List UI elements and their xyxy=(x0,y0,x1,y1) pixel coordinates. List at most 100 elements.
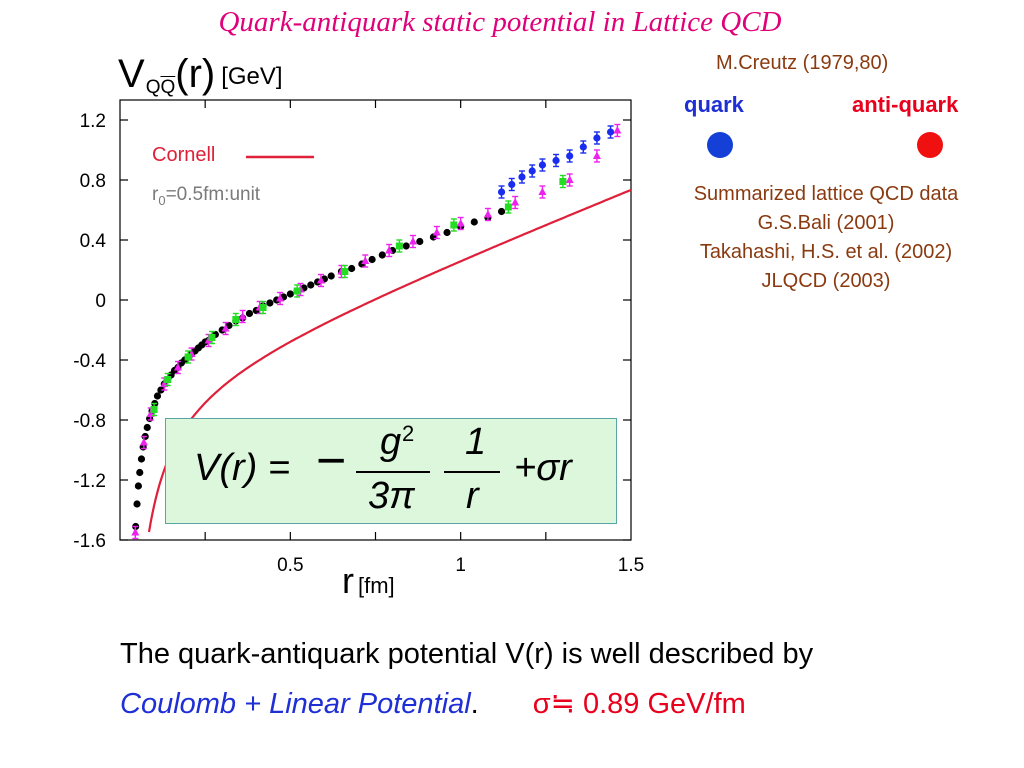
legend-r0-note: r0=0.5fm:unit xyxy=(152,184,260,208)
data-point xyxy=(368,255,376,264)
data-point xyxy=(316,276,325,284)
sigma-value: σ≒ 0.89 GeV/fm xyxy=(532,688,746,720)
data-point xyxy=(483,210,492,218)
x-tick-label: 1 xyxy=(455,555,466,576)
data-point xyxy=(528,167,536,175)
data-point xyxy=(565,175,574,183)
legend-r0-sub: 0 xyxy=(158,192,166,208)
data-point xyxy=(184,353,192,361)
data-point xyxy=(592,151,601,159)
data-point xyxy=(139,438,148,446)
data-point xyxy=(538,187,547,195)
data-point xyxy=(385,246,394,254)
y-tick-label: 0.4 xyxy=(80,231,107,252)
data-point xyxy=(327,272,335,280)
data-point xyxy=(238,312,247,320)
axis-ticks: 1.2 0.8 0.4 0 -0.4 -0.8 -1.2 -1.6 0.5 1 1.5 xyxy=(73,100,644,576)
data-point xyxy=(259,304,267,311)
data-point xyxy=(245,309,254,318)
formula-box: V(r) = − g 2 3π 1 r +σr xyxy=(165,418,617,524)
data-point xyxy=(131,528,140,536)
x-tick-label: 0.5 xyxy=(277,555,303,576)
data-point xyxy=(566,152,574,160)
data-point xyxy=(136,468,144,477)
y-tick-label: -0.8 xyxy=(73,411,106,432)
formula-3pi: 3π xyxy=(368,475,415,517)
data-point xyxy=(402,242,410,250)
coulomb-linear-text: Coulomb + Linear Potential xyxy=(120,688,471,720)
data-point xyxy=(613,126,622,134)
data-point xyxy=(395,242,403,250)
data-point xyxy=(378,251,386,259)
antiquark-label: anti-quark xyxy=(852,92,959,117)
formula-minus: − xyxy=(316,432,347,490)
y-axis-label-main: V xyxy=(118,52,145,96)
summary-line: JLQCD (2003) xyxy=(761,270,891,292)
data-point xyxy=(341,268,349,275)
formula-one: 1 xyxy=(465,421,487,463)
data-point xyxy=(133,500,141,508)
data-point xyxy=(443,228,451,237)
data-point xyxy=(518,173,526,181)
quark-label: quark xyxy=(684,92,744,117)
slide-title: Quark-antiquark static potential in Latt… xyxy=(218,6,782,38)
y-axis-label-arg: (r) xyxy=(175,52,216,96)
y-axis-label-sub-q: Q xyxy=(145,77,161,98)
legend-r0-post: =0.5fm:unit xyxy=(165,184,261,205)
data-point xyxy=(221,324,230,332)
data-point xyxy=(208,334,216,341)
summary-line: G.S.Bali (2001) xyxy=(757,212,895,234)
creutz-citation: M.Creutz (1979,80) xyxy=(716,52,889,74)
cornell-fit xyxy=(147,188,632,533)
y-axis-label: VQQ(r) [GeV] xyxy=(118,52,283,98)
data-point xyxy=(164,376,172,383)
antiquark-dot-icon xyxy=(917,132,943,158)
formula-g: g xyxy=(380,421,402,463)
conclusion-period: . xyxy=(470,688,479,720)
data-point xyxy=(266,299,274,307)
data-point xyxy=(579,143,587,151)
data-point xyxy=(504,203,512,211)
y-axis-unit: [GeV] xyxy=(221,63,283,90)
data-point xyxy=(143,423,151,432)
data-point xyxy=(408,237,417,245)
data-point xyxy=(538,161,547,169)
data-point xyxy=(173,363,182,371)
data-point xyxy=(432,228,441,236)
data-point xyxy=(470,218,478,226)
data-points xyxy=(131,123,622,540)
formula-exponent: 2 xyxy=(402,421,415,446)
y-tick-label: 1.2 xyxy=(80,111,106,132)
data-point xyxy=(559,178,567,185)
quark-dot-icon xyxy=(707,132,733,158)
data-point xyxy=(606,128,615,136)
data-point xyxy=(348,264,356,273)
conclusion-line-1: The quark-antiquark potential V(r) is we… xyxy=(120,638,814,670)
data-point xyxy=(134,482,142,490)
y-tick-label: 0.8 xyxy=(80,171,106,192)
x-axis-label-main: r xyxy=(342,560,354,601)
data-point xyxy=(153,392,162,400)
data-point xyxy=(307,281,315,289)
data-point xyxy=(137,455,146,463)
data-point xyxy=(150,406,158,413)
y-tick-label: 0 xyxy=(95,291,106,312)
formula-fraction-bar-1 xyxy=(356,471,430,473)
data-point xyxy=(157,386,165,394)
data-point xyxy=(497,188,506,196)
data-point xyxy=(293,287,301,295)
y-axis-label-sub: QQ xyxy=(146,77,176,98)
x-axis-unit: [fm] xyxy=(358,573,395,598)
summary-citations: Summarized lattice QCD data G.S.Bali (20… xyxy=(640,180,1012,296)
data-point xyxy=(361,256,370,264)
data-point xyxy=(497,207,506,216)
y-tick-label: -1.6 xyxy=(73,531,106,552)
data-point xyxy=(416,237,424,246)
summary-line: Takahashi, H.S. et al. (2002) xyxy=(699,241,953,263)
legend-r0-pre: r xyxy=(152,184,159,205)
y-axis-label-sub-qbar: Q xyxy=(160,77,176,98)
formula-linear-term: +σr xyxy=(514,447,572,489)
conclusion-line-2: Coulomb + Linear Potential. σ≒ 0.89 GeV/f… xyxy=(120,686,746,721)
y-tick-label: -1.2 xyxy=(73,471,106,492)
